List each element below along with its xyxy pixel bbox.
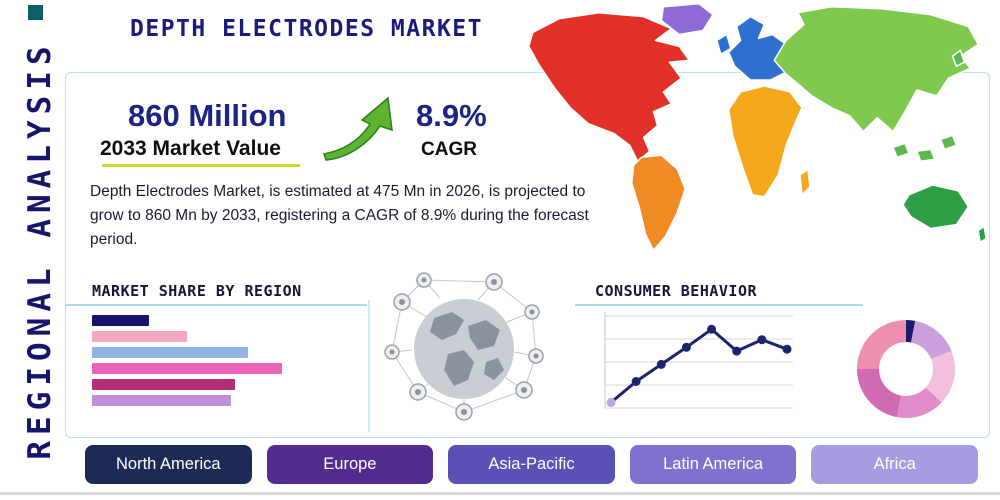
map-new-zealand (977, 225, 987, 244)
trend-point-5 (707, 324, 717, 334)
growth-arrow-icon (323, 96, 393, 161)
map-asia (773, 6, 979, 133)
map-greenland (660, 3, 714, 36)
donut-segment-6 (857, 320, 906, 369)
market-share-bar-6 (92, 395, 231, 406)
consumer-line-chart (604, 312, 793, 409)
map-uk (716, 33, 732, 56)
donut-segment-5 (857, 369, 901, 418)
consumer-behavior-title: CONSUMER BEHAVIOR (595, 282, 758, 300)
market-value-stat: 860 Million (128, 98, 287, 133)
region-button-latin-america[interactable]: Latin America (629, 445, 797, 484)
region-button-africa[interactable]: Africa (811, 445, 978, 484)
globe-network-illustration (384, 272, 544, 421)
trend-point-3 (656, 359, 666, 369)
vertical-section-label: REGIONAL ANALYSIS (22, 40, 58, 460)
market-share-bar-1 (92, 315, 149, 326)
trend-point-4 (681, 342, 691, 352)
map-madagascar (799, 168, 811, 196)
stat-underline (102, 164, 300, 167)
donut-segment-4 (896, 387, 942, 418)
map-australia (902, 184, 970, 230)
region-button-north-america[interactable]: North America (85, 445, 252, 484)
market-share-bar-5 (92, 379, 235, 390)
trend-point-1 (606, 397, 616, 407)
content-panel (65, 72, 990, 438)
cagr-label: CAGR (421, 139, 477, 160)
market-share-title: MARKET SHARE BY REGION (92, 282, 302, 300)
vertical-divider (368, 300, 370, 432)
map-se-asia-islands (892, 49, 966, 162)
market-share-bar-3 (92, 347, 248, 358)
region-button-asia-pacific[interactable]: Asia-Pacific (448, 445, 615, 484)
world-map (528, 3, 987, 252)
logo-mark (28, 5, 43, 20)
market-share-bar-2 (92, 331, 187, 342)
cagr-stat: 8.9% (416, 98, 487, 133)
donut-segment-2 (911, 320, 952, 360)
trend-point-7 (757, 335, 767, 345)
trend-point-2 (631, 377, 641, 386)
market-share-rule (65, 304, 367, 306)
map-africa (727, 85, 803, 198)
trend-point-8 (782, 344, 792, 354)
market-share-bars (92, 315, 282, 406)
map-north-america (528, 11, 690, 162)
market-value-label: 2033 Market Value (100, 137, 281, 160)
region-button-europe[interactable]: Europe (266, 445, 434, 484)
trend-point-6 (732, 346, 742, 356)
region-buttons: North America Europe Asia-Pacific Latin Ame… (85, 445, 978, 484)
donut-segment-1 (906, 320, 916, 343)
consumer-trend-line (610, 327, 788, 404)
consumer-behavior-rule (575, 304, 863, 306)
market-description: Depth Electrodes Market, is estimated at… (90, 183, 589, 249)
market-share-bar-4 (92, 363, 282, 374)
donut-segment-3 (925, 350, 955, 403)
region-donut-chart (857, 320, 955, 418)
map-south-america (630, 154, 686, 252)
bottom-strip (0, 492, 1000, 495)
page-title: DEPTH ELECTRODES MARKET (130, 16, 483, 42)
